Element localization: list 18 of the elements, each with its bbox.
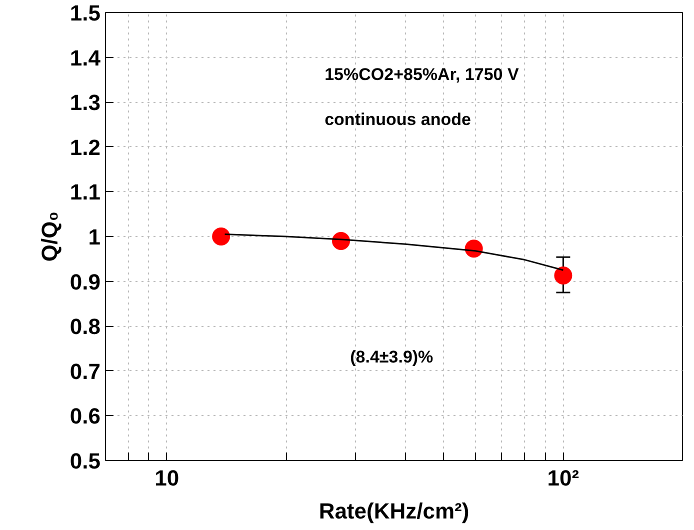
y-tick-label: 0.5 bbox=[70, 448, 101, 474]
y-tick-label: 1.3 bbox=[70, 90, 101, 116]
y-tick-label: 0.6 bbox=[70, 404, 101, 429]
y-tick-label: 0.8 bbox=[70, 314, 101, 340]
y-axis-title: Q/Q₀ bbox=[36, 211, 62, 262]
x-tick-label: 10² bbox=[547, 466, 580, 490]
y-tick-label: 0.9 bbox=[70, 269, 101, 294]
x-axis-title: Rate(KHz/cm²) bbox=[318, 498, 470, 524]
y-tick-label: 1.4 bbox=[70, 45, 102, 70]
y-tick-label: 1.5 bbox=[70, 0, 101, 26]
y-tick-label: 1 bbox=[88, 224, 101, 250]
y-tick-label: 0.7 bbox=[70, 358, 101, 384]
y-tick-label: 1.1 bbox=[70, 180, 101, 205]
annotation: continuous anode bbox=[324, 110, 471, 129]
annotation: 15%CO2+85%Ar, 1750 V bbox=[324, 65, 520, 84]
annotation: (8.4±3.9)% bbox=[350, 347, 434, 366]
y-tick-label: 1.2 bbox=[70, 134, 101, 160]
x-tick-label: 10 bbox=[154, 466, 180, 490]
